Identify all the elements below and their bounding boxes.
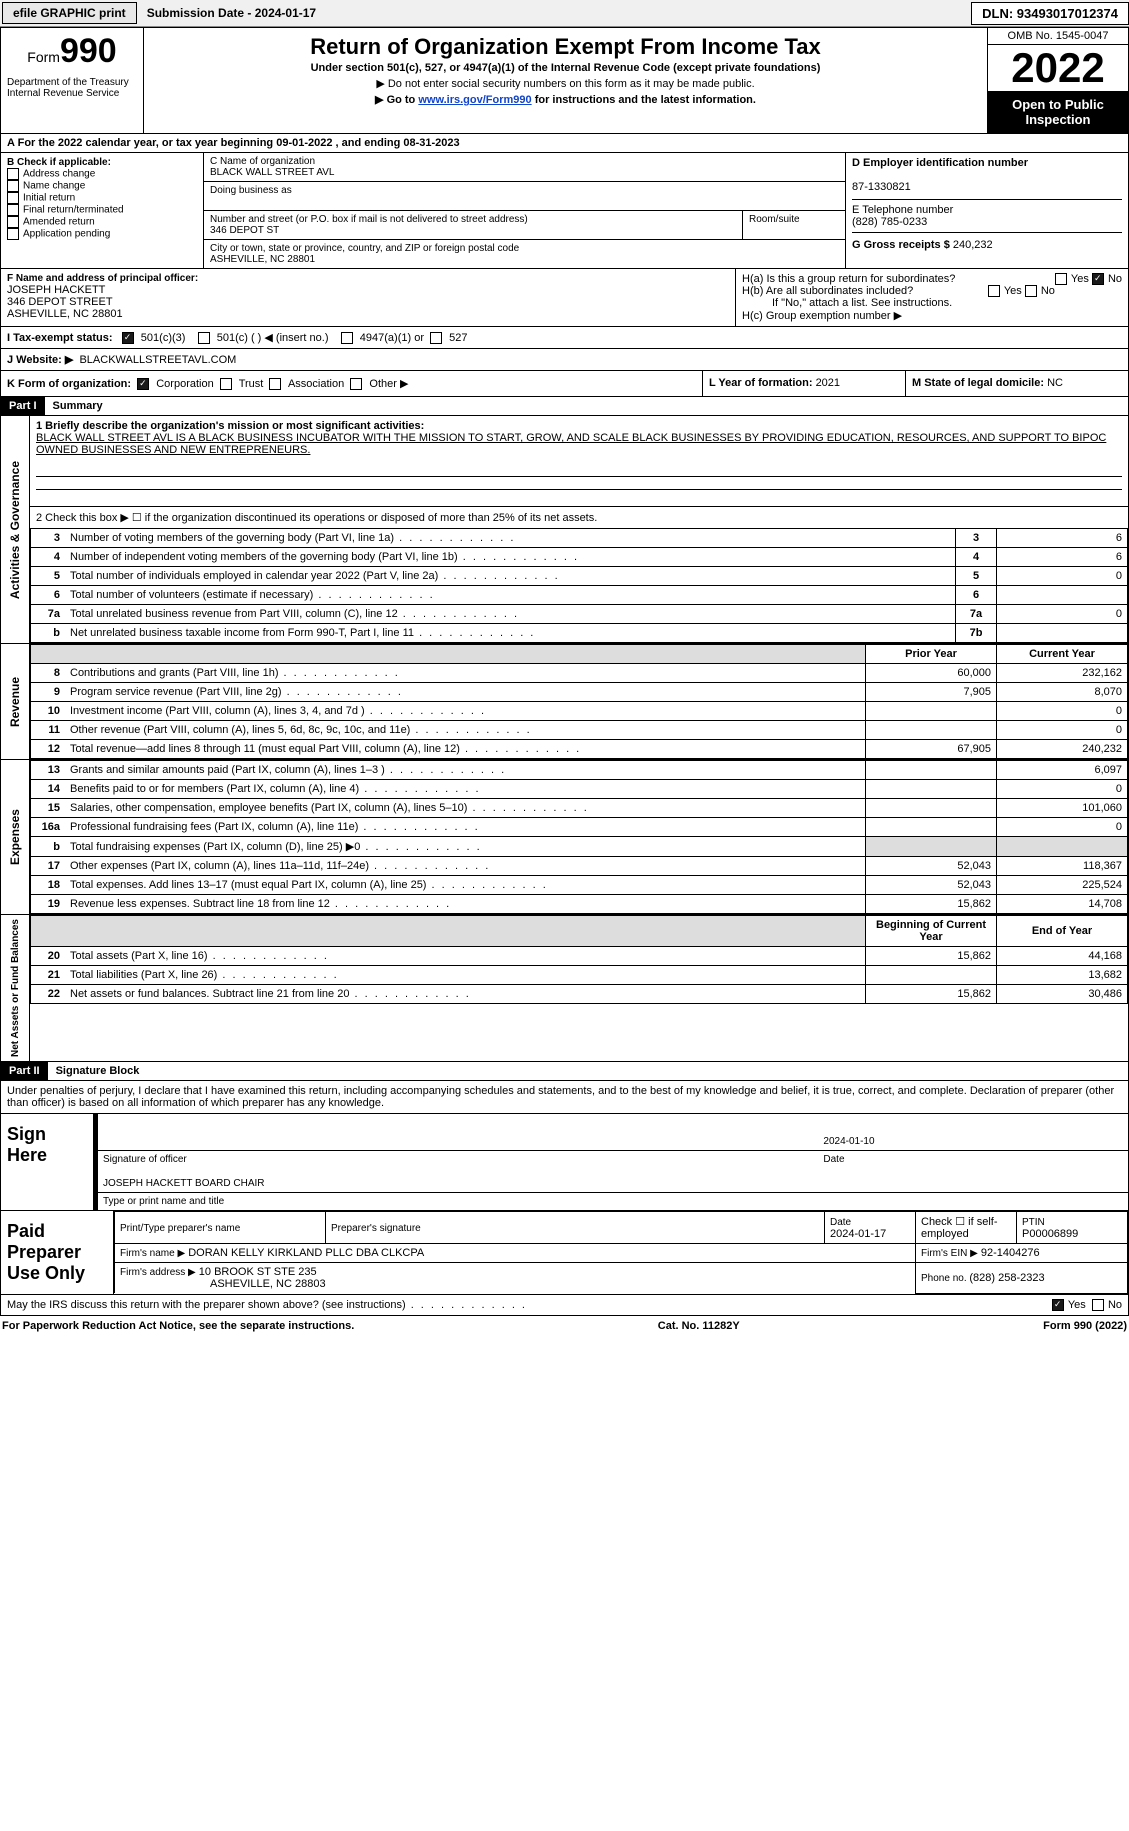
f-lbl: F Name and address of principal officer:	[7, 273, 729, 284]
b-checkbox[interactable]: Address change	[7, 168, 197, 180]
officer-city: ASHEVILLE, NC 28801	[7, 308, 729, 320]
officer-sig-name: JOSEPH HACKETT BOARD CHAIR	[103, 1178, 265, 1189]
declaration: Under penalties of perjury, I declare th…	[0, 1081, 1129, 1114]
part2-title: Signature Block	[48, 1062, 148, 1080]
dba-lbl: Doing business as	[210, 185, 292, 196]
paid-preparer: Paid Preparer Use Only	[1, 1211, 114, 1294]
prep-date: 2024-01-17	[830, 1228, 886, 1240]
firm-ein: 92-1404276	[981, 1247, 1040, 1259]
officer-name: JOSEPH HACKETT	[7, 284, 729, 296]
b-checkbox[interactable]: Application pending	[7, 228, 197, 240]
tab-revenue: Revenue	[6, 673, 24, 731]
ein: 87-1330821	[852, 181, 911, 193]
foot-left: For Paperwork Reduction Act Notice, see …	[2, 1320, 354, 1332]
b-checkbox[interactable]: Initial return	[7, 192, 197, 204]
form-title: Return of Organization Exempt From Incom…	[148, 34, 983, 60]
k-lbl: K Form of organization:	[7, 378, 131, 390]
j-lbl: J Website: ▶	[7, 354, 73, 366]
discuss: May the IRS discuss this return with the…	[7, 1299, 406, 1311]
officer-addr: 346 DEPOT STREET	[7, 296, 729, 308]
part2-badge: Part II	[1, 1062, 48, 1080]
tax-year: 2022	[988, 45, 1128, 91]
sign-here: Sign Here	[1, 1114, 94, 1210]
foot-right: Form 990 (2022)	[1043, 1320, 1127, 1332]
omb: OMB No. 1545-0047	[988, 28, 1128, 45]
form-subtitle: Under section 501(c), 527, or 4947(a)(1)…	[148, 62, 983, 74]
b-checkbox[interactable]: Final return/terminated	[7, 204, 197, 216]
tab-governance: Activities & Governance	[6, 457, 24, 603]
firm-name: DORAN KELLY KIRKLAND PLLC DBA CLKCPA	[188, 1247, 424, 1259]
part1-badge: Part I	[1, 397, 45, 415]
hb-note: If "No," attach a list. See instructions…	[742, 297, 1122, 309]
foot-mid: Cat. No. 11282Y	[658, 1320, 740, 1332]
open-public: Open to Public Inspection	[988, 91, 1128, 133]
addr-lbl: Number and street (or P.O. box if mail i…	[210, 214, 528, 225]
hb: H(b) Are all subordinates included?	[742, 285, 913, 297]
mission: BLACK WALL STREET AVL IS A BLACK BUSINES…	[36, 432, 1122, 456]
year-formed: 2021	[816, 377, 840, 389]
org-name: BLACK WALL STREET AVL	[210, 167, 335, 178]
g-lbl: G Gross receipts $	[852, 239, 950, 251]
note-link: ▶ Go to www.irs.gov/Form990 for instruct…	[148, 93, 983, 106]
b-checkbox[interactable]: Amended return	[7, 216, 197, 228]
ptin: P00006899	[1022, 1228, 1078, 1240]
note-ssn: ▶ Do not enter social security numbers o…	[148, 77, 983, 90]
city-lbl: City or town, state or province, country…	[210, 243, 519, 254]
street: 346 DEPOT ST	[210, 225, 279, 236]
dept: Department of the Treasury Internal Reve…	[7, 77, 137, 99]
dln: DLN: 93493017012374	[971, 2, 1129, 25]
ha: H(a) Is this a group return for subordin…	[742, 273, 955, 285]
gross: 240,232	[953, 239, 993, 251]
phone: (828) 785-0233	[852, 216, 927, 228]
tab-net: Net Assets or Fund Balances	[8, 915, 23, 1061]
c-name-lbl: C Name of organization	[210, 156, 315, 167]
b-header: B Check if applicable:	[7, 157, 197, 168]
city: ASHEVILLE, NC 28801	[210, 254, 315, 265]
mission-lbl: 1 Briefly describe the organization's mi…	[36, 420, 1122, 432]
domicile: NC	[1047, 377, 1063, 389]
part1-title: Summary	[45, 397, 111, 415]
e-lbl: E Telephone number	[852, 204, 953, 216]
hc: H(c) Group exemption number ▶	[742, 309, 1122, 322]
tab-expenses: Expenses	[6, 805, 24, 869]
sig-date: 2024-01-10	[823, 1136, 874, 1147]
efile-button[interactable]: efile GRAPHIC print	[2, 2, 137, 24]
line-a: A For the 2022 calendar year, or tax yea…	[0, 134, 1129, 153]
firm-addr: 10 BROOK ST STE 235	[199, 1266, 317, 1278]
d-lbl: D Employer identification number	[852, 157, 1028, 169]
irs-link[interactable]: www.irs.gov/Form990	[418, 94, 531, 106]
website: BLACKWALLSTREETAVL.COM	[79, 354, 236, 366]
firm-phone: (828) 258-2323	[969, 1272, 1044, 1284]
i-lbl: I Tax-exempt status:	[7, 332, 113, 344]
b-checkbox[interactable]: Name change	[7, 180, 197, 192]
line2: 2 Check this box ▶ ☐ if the organization…	[30, 507, 1128, 528]
room-lbl: Room/suite	[749, 214, 800, 225]
submission-label: Submission Date - 2024-01-17	[139, 3, 324, 23]
form-number: Form990	[7, 32, 137, 71]
